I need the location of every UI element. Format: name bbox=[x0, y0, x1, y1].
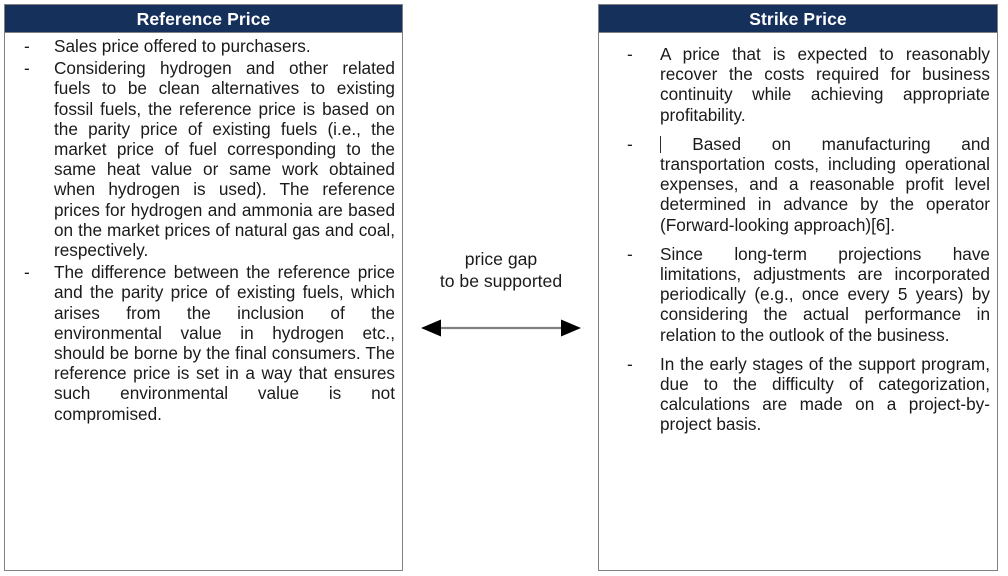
reference-price-panel-body: - Sales price offered to purchasers. - C… bbox=[5, 33, 402, 430]
list-item: - Based on manufacturing and transportat… bbox=[605, 134, 990, 235]
text-cursor-caret bbox=[660, 135, 661, 154]
strike-price-bullet-list: - A price that is expected to reasonably… bbox=[605, 44, 990, 435]
price-gap-label-line-1: price gap bbox=[464, 249, 538, 269]
list-item-text: A price that is expected to reasonably r… bbox=[660, 44, 990, 125]
price-gap-annotation: price gap to be supported bbox=[406, 248, 596, 340]
strike-price-panel-title: Strike Price bbox=[599, 5, 997, 33]
list-item-text: Since long-term projections have limitat… bbox=[660, 243, 990, 345]
list-item-text: Sales price offered to purchasers. bbox=[54, 36, 311, 56]
bullet-dash-marker: - bbox=[627, 353, 633, 374]
list-item: - In the early stages of the support pro… bbox=[605, 354, 990, 435]
double-headed-arrow-icon bbox=[406, 318, 596, 340]
list-item: - Sales price offered to purchasers. bbox=[11, 36, 395, 56]
list-item: - Since long-term projections have limit… bbox=[605, 244, 990, 345]
reference-price-bullet-list: - Sales price offered to purchasers. - C… bbox=[11, 36, 395, 424]
list-item-text: The difference between the reference pri… bbox=[54, 262, 395, 424]
list-item-text: Based on manufacturing and transportatio… bbox=[660, 133, 990, 235]
strike-price-panel-body: - A price that is expected to reasonably… bbox=[599, 33, 997, 448]
bullet-dash-marker: - bbox=[627, 243, 633, 264]
bullet-dash-marker: - bbox=[24, 36, 30, 56]
list-item-text: Considering hydrogen and other related f… bbox=[54, 58, 395, 261]
reference-price-panel: Reference Price - Sales price offered to… bbox=[4, 4, 403, 571]
list-item: - The difference between the reference p… bbox=[11, 262, 395, 424]
list-item: - A price that is expected to reasonably… bbox=[605, 44, 990, 125]
reference-price-panel-title: Reference Price bbox=[5, 5, 402, 33]
strike-price-panel: Strike Price - A price that is expected … bbox=[598, 4, 998, 571]
bullet-dash-marker: - bbox=[627, 44, 633, 64]
bullet-dash-marker: - bbox=[24, 262, 30, 283]
price-gap-label-line-2: to be supported bbox=[439, 271, 563, 292]
list-item: - Considering hydrogen and other related… bbox=[11, 58, 395, 260]
bullet-dash-marker: - bbox=[24, 58, 30, 79]
bullet-dash-marker: - bbox=[627, 133, 633, 154]
list-item-text: In the early stages of the support progr… bbox=[660, 353, 990, 435]
